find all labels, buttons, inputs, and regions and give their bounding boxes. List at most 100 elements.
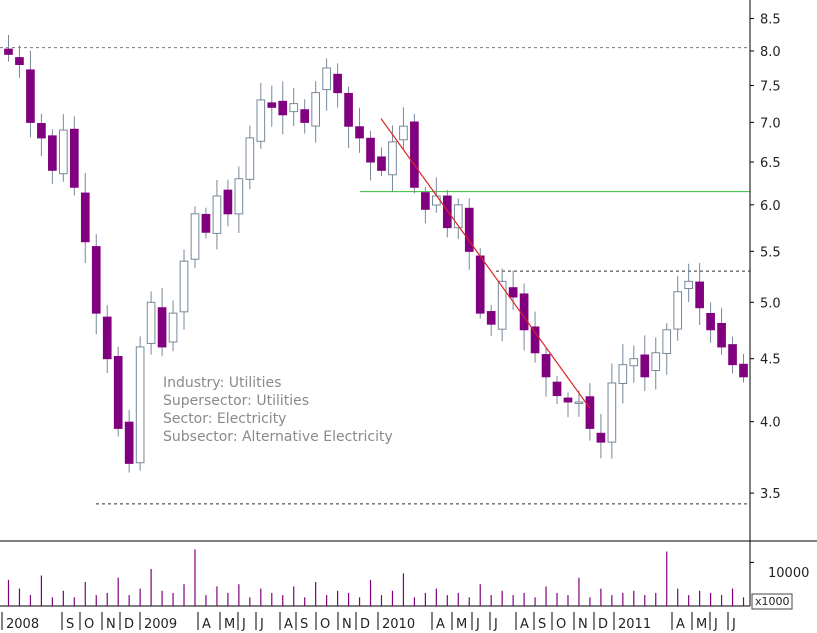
- annotation-supersector: Supersector: Utilities: [163, 393, 309, 409]
- candle-body: [157, 307, 167, 348]
- candle-body: [706, 312, 715, 331]
- x-tick-label: 2010: [382, 617, 415, 632]
- x-tick-label: D: [598, 617, 608, 632]
- candle-body: [256, 99, 266, 142]
- annotation-industry: Industry: Utilities: [163, 375, 281, 391]
- candle-body: [497, 280, 507, 330]
- candle-body: [464, 207, 474, 252]
- candle-body: [124, 421, 134, 464]
- y-tick-label: 5.5: [760, 245, 781, 260]
- candle-body: [102, 316, 112, 360]
- y-tick-label: 4.5: [760, 353, 781, 368]
- x-tick-label: M: [696, 617, 707, 632]
- x-tick-label: J: [259, 617, 264, 632]
- y-tick-label: 6.0: [760, 199, 781, 214]
- candle-body: [453, 204, 463, 229]
- candle-body: [26, 69, 35, 123]
- candle-body: [234, 178, 244, 215]
- x-tick-label: 2009: [144, 617, 177, 632]
- candle-body: [37, 123, 46, 139]
- candle-body: [4, 48, 13, 55]
- candle-body: [684, 280, 694, 290]
- x-tick-label: O: [84, 617, 94, 632]
- axes: [0, 0, 817, 607]
- candle-body: [563, 397, 573, 403]
- candle-body: [179, 260, 189, 313]
- candle-body: [355, 126, 364, 139]
- x-tick-label: N: [578, 617, 588, 632]
- candle-body: [267, 102, 277, 108]
- trendline-layer: [380, 118, 591, 409]
- candle-body: [519, 293, 529, 331]
- x-tick-label: N: [342, 617, 352, 632]
- y-tick-label: 7.5: [760, 79, 781, 94]
- volume-bars: [7, 549, 754, 606]
- y-tick-labels: 8.5 8.0 7.5 7.0 6.5 6.0 5.5 5.0 4.5 4.0 3.5: [750, 13, 781, 502]
- candle-body: [739, 363, 748, 378]
- candle-body: [135, 346, 145, 464]
- candle-body: [388, 141, 397, 176]
- x-tick-label: A: [202, 617, 211, 632]
- x-tick-label: D: [360, 617, 370, 632]
- y-tick-label: 5.0: [760, 296, 781, 311]
- candle-body: [552, 381, 562, 397]
- candle-body: [58, 129, 68, 175]
- candle-body: [113, 355, 123, 429]
- candle-body: [618, 364, 628, 385]
- candle-body: [289, 103, 299, 113]
- x-tick-label: A: [436, 617, 445, 632]
- candle-body: [673, 291, 683, 330]
- candle-body: [574, 401, 584, 404]
- candle-body: [399, 125, 408, 141]
- candle-body: [322, 67, 331, 91]
- x-tick-label: J: [713, 617, 718, 632]
- x-tick-label: J: [493, 617, 498, 632]
- candle-body: [508, 287, 518, 298]
- candle-body: [333, 73, 342, 94]
- candle-body: [717, 323, 726, 348]
- x-tick-label: A: [520, 617, 529, 632]
- x-tick-label: J: [475, 617, 480, 632]
- candle-body: [212, 195, 222, 234]
- candlesticks: [4, 34, 748, 473]
- candle-body: [146, 301, 156, 344]
- x-tick-label: D: [124, 617, 134, 632]
- y-tick-label: 6.5: [760, 156, 781, 171]
- candle-body: [168, 312, 178, 343]
- y-tick-label: 8.5: [760, 13, 781, 28]
- annotation-sector: Sector: Electricity: [163, 411, 286, 427]
- candle-body: [311, 92, 321, 127]
- candle-body: [245, 137, 255, 180]
- candle-body: [421, 192, 430, 210]
- candle-body: [640, 354, 650, 378]
- candle-body: [410, 121, 419, 188]
- annotation-subsector: Subsector: Alternative Electricity: [163, 429, 393, 445]
- candle-body: [728, 344, 737, 366]
- x-tick-labels: 2008 S O N D 2009 A M J J A S O N D 2010 A M J J A S O N D 2011 A M…: [1, 612, 736, 632]
- y-tick-label: 3.5: [760, 487, 781, 502]
- candle-body: [377, 156, 386, 171]
- volume-tick-label: 10000: [768, 566, 809, 581]
- candle-body: [201, 213, 211, 233]
- x-tick-label: 2008: [6, 617, 39, 632]
- candle-body: [223, 189, 233, 215]
- x-tick-label: A: [284, 617, 293, 632]
- candle-body: [366, 137, 375, 163]
- candle-body: [662, 329, 672, 355]
- candle-body: [530, 326, 540, 354]
- y-tick-label: 4.0: [760, 416, 781, 431]
- x-tick-label: N: [106, 617, 116, 632]
- trendline: [380, 118, 591, 409]
- candle-body: [651, 352, 661, 372]
- candle-body: [15, 57, 24, 66]
- candle-body: [442, 195, 452, 229]
- volume-unit-box: [751, 593, 793, 610]
- x-tick-label: S: [66, 617, 74, 632]
- x-tick-label: O: [556, 617, 566, 632]
- candle-body: [48, 135, 57, 171]
- candle-body: [190, 213, 200, 260]
- candle-body: [344, 92, 353, 127]
- candle-body: [431, 195, 441, 206]
- x-tick-label: M: [224, 617, 235, 632]
- candle-body: [585, 396, 595, 429]
